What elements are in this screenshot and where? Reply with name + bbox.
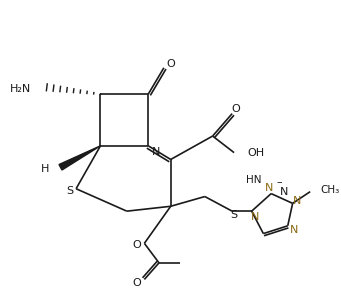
Text: N: N [293,196,302,206]
Text: –: – [276,177,282,187]
Text: O: O [132,240,141,250]
Text: HN: HN [246,175,262,185]
Text: S: S [66,186,73,196]
Text: O: O [132,278,141,288]
Text: CH₃: CH₃ [320,185,339,195]
Text: O: O [166,59,175,69]
Text: O: O [232,104,240,114]
Text: OH: OH [248,148,265,158]
Text: N: N [152,147,160,157]
Text: N: N [290,225,298,235]
Text: N: N [280,187,289,197]
Text: N: N [250,212,259,222]
Text: H₂N: H₂N [10,84,31,94]
Text: S: S [231,210,238,220]
Text: H: H [40,164,49,174]
Polygon shape [59,146,101,170]
Text: N: N [265,183,273,193]
